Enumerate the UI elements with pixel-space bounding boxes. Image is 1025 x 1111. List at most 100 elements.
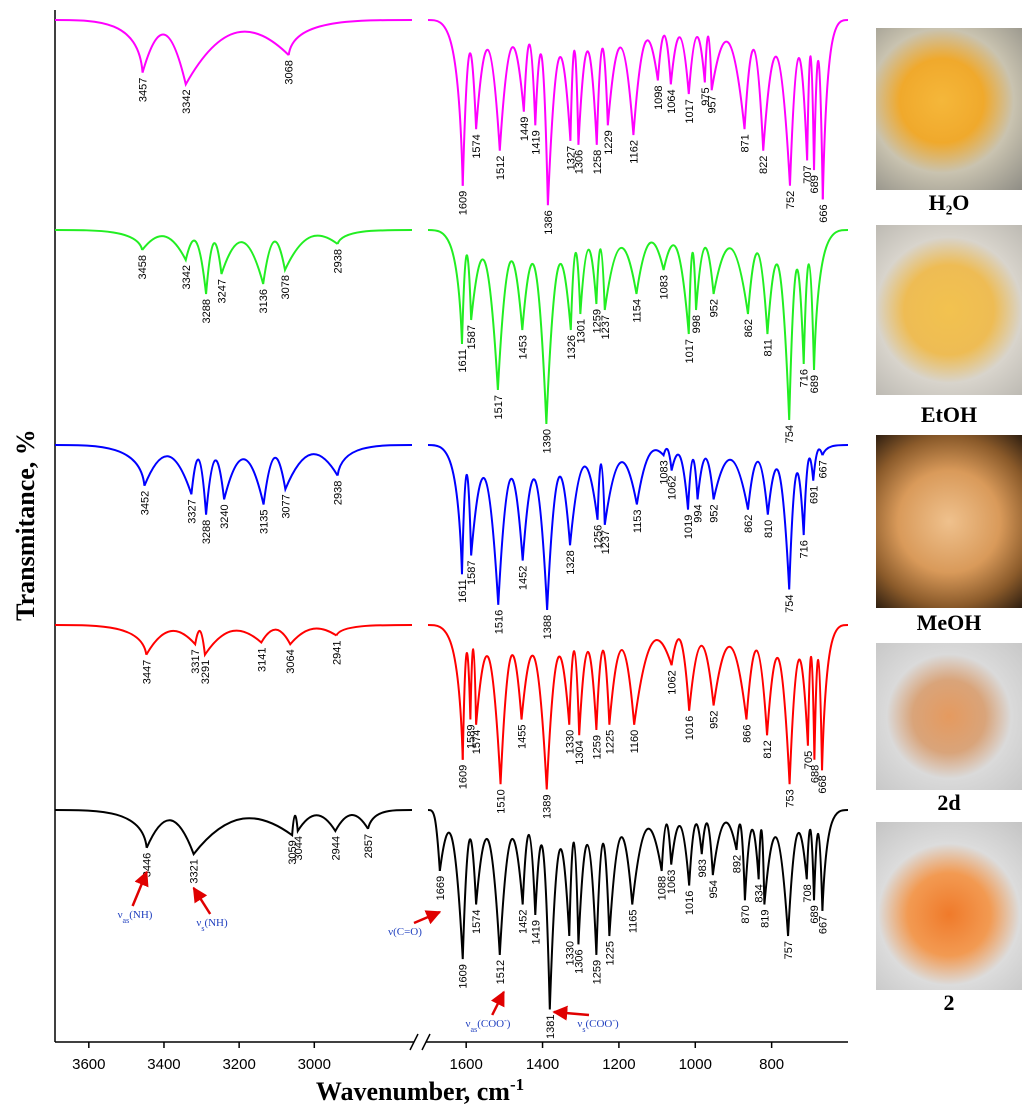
peak-label: 1609 bbox=[458, 964, 470, 988]
peak-label: 3447 bbox=[141, 660, 153, 684]
baseline-segment bbox=[814, 230, 848, 370]
annotation-part: ) bbox=[615, 1018, 619, 1030]
peak-label: 1512 bbox=[495, 960, 507, 984]
baseline-segment bbox=[428, 810, 440, 871]
baseline-segment bbox=[336, 625, 412, 636]
peak-label: 822 bbox=[758, 156, 770, 174]
peak-label: 753 bbox=[785, 789, 797, 807]
peak-label: 3342 bbox=[181, 89, 193, 113]
peak-label: 862 bbox=[743, 515, 755, 533]
peak-label: 3288 bbox=[201, 520, 213, 544]
annotation-arrow bbox=[414, 912, 440, 923]
peak-label: 716 bbox=[799, 540, 811, 558]
spectrum-line bbox=[143, 32, 823, 206]
peak-label: 1306 bbox=[573, 949, 585, 973]
peak-label: 870 bbox=[740, 905, 752, 923]
peak-label: 1016 bbox=[684, 716, 696, 740]
peak-label: 1517 bbox=[493, 395, 505, 419]
peak-label: 871 bbox=[740, 134, 752, 152]
x-label-sup: -1 bbox=[510, 1075, 524, 1094]
peak-label: 1419 bbox=[530, 130, 542, 154]
peak-label: 952 bbox=[709, 504, 721, 522]
peak-label: 1669 bbox=[435, 876, 447, 900]
peak-label: 954 bbox=[708, 880, 720, 898]
baseline-segment bbox=[55, 625, 146, 655]
peak-label: 1153 bbox=[632, 510, 644, 534]
annotation: νas(COO-) bbox=[466, 1016, 511, 1034]
baseline-segment bbox=[338, 445, 412, 476]
baseline-segment bbox=[428, 20, 463, 186]
peak-label: 1083 bbox=[659, 275, 671, 299]
peak-label: 2938 bbox=[333, 249, 345, 273]
peak-label: 3141 bbox=[256, 648, 268, 672]
baseline-segment bbox=[823, 20, 848, 199]
sample-caption: MeOH bbox=[917, 610, 982, 635]
peak-label: 1016 bbox=[684, 891, 696, 915]
peak-label: 1381 bbox=[545, 1015, 557, 1039]
baseline-segment bbox=[428, 625, 463, 760]
peak-label: 1237 bbox=[600, 315, 612, 339]
peak-label: 1229 bbox=[603, 130, 615, 154]
peak-label: 3458 bbox=[137, 255, 149, 279]
peak-label: 1017 bbox=[684, 99, 696, 123]
peak-label: 1062 bbox=[667, 476, 679, 500]
peak-label: 3327 bbox=[186, 499, 198, 523]
peak-label: 1419 bbox=[530, 920, 542, 944]
peak-label: 1237 bbox=[600, 530, 612, 554]
baseline-segment bbox=[822, 810, 848, 911]
annotation-part: (NH) bbox=[204, 917, 228, 929]
annotation-part: ν(C=O) bbox=[388, 926, 422, 938]
x-tick-label: 3000 bbox=[298, 1056, 331, 1073]
peak-label: 1304 bbox=[574, 740, 586, 764]
baseline-segment bbox=[55, 810, 147, 848]
annotation-part: (COO bbox=[477, 1018, 504, 1030]
peak-label: 708 bbox=[802, 884, 814, 902]
peak-label: 957 bbox=[707, 95, 719, 113]
x-tick-label: 1400 bbox=[526, 1056, 559, 1073]
peak-label: 3136 bbox=[258, 289, 270, 313]
sample-caption: EtOH bbox=[921, 402, 977, 427]
peak-label: 3064 bbox=[285, 649, 297, 673]
peak-label: 3135 bbox=[259, 510, 271, 534]
peak-label: 1510 bbox=[496, 789, 508, 813]
peak-label: 994 bbox=[693, 504, 705, 522]
baseline-segment bbox=[55, 230, 142, 250]
annotation-arrow bbox=[194, 888, 211, 914]
annotation-arrow bbox=[133, 872, 147, 906]
peak-label: 3068 bbox=[284, 60, 296, 84]
spectrum-line bbox=[147, 815, 823, 1010]
sample-caption: 2 bbox=[944, 990, 955, 1015]
peak-label: 1574 bbox=[471, 134, 483, 158]
peak-label: 666 bbox=[818, 204, 830, 222]
peak-label: 3247 bbox=[216, 279, 228, 303]
peak-label: 1225 bbox=[604, 730, 616, 754]
annotation-part: ) bbox=[507, 1018, 511, 1030]
baseline-segment bbox=[822, 445, 848, 455]
peak-label: 1390 bbox=[541, 429, 553, 453]
x-tick-label: 3600 bbox=[72, 1056, 105, 1073]
baseline-segment bbox=[822, 625, 848, 770]
peak-label: 1165 bbox=[627, 910, 639, 934]
baseline-segment bbox=[55, 445, 144, 486]
peak-label: 3452 bbox=[139, 491, 151, 515]
baseline-segment bbox=[289, 20, 412, 55]
peak-label: 3077 bbox=[280, 494, 292, 518]
peak-label: 998 bbox=[691, 315, 703, 333]
peak-label: 2938 bbox=[333, 481, 345, 505]
annotation-part: (COO bbox=[585, 1018, 612, 1030]
peak-label: 812 bbox=[762, 740, 774, 758]
peak-label: 1225 bbox=[604, 941, 616, 965]
annotation-part: (NH) bbox=[129, 909, 153, 921]
peak-label: 1162 bbox=[628, 140, 640, 164]
x-tick-label: 3400 bbox=[147, 1056, 180, 1073]
x-axis-label: Wavenumber, cm-1 bbox=[316, 1075, 524, 1106]
peak-label: 1160 bbox=[629, 730, 641, 754]
peak-label: 3291 bbox=[200, 660, 212, 684]
peak-label: 1611 bbox=[457, 349, 469, 373]
peak-label: 3288 bbox=[201, 299, 213, 323]
peak-label: 1453 bbox=[517, 335, 529, 359]
peak-label: 1574 bbox=[471, 910, 483, 934]
spectrum-line bbox=[146, 628, 822, 789]
peak-label: 1064 bbox=[666, 89, 678, 113]
annotation: ν(C=O) bbox=[388, 926, 422, 938]
